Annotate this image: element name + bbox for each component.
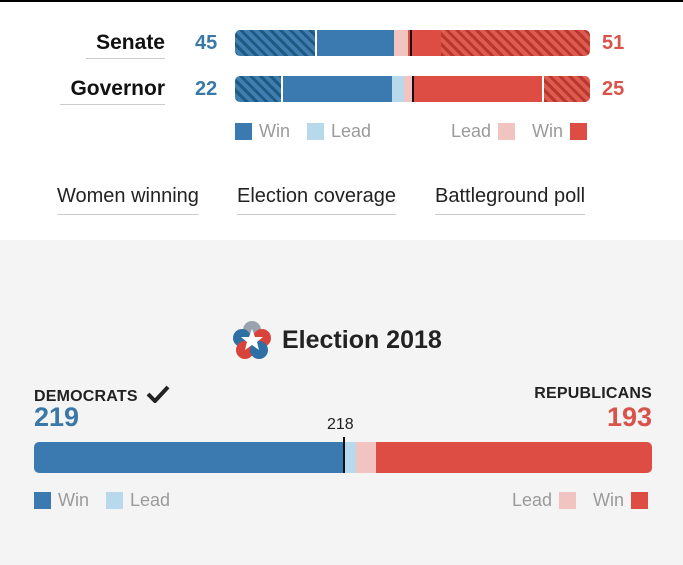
legend-win-label: Win <box>532 121 564 141</box>
rep-lead-swatch <box>559 492 577 509</box>
senate-rep-win <box>408 30 441 56</box>
house-rep-win <box>376 442 652 473</box>
dem-win-swatch <box>235 123 252 140</box>
governor-dem-holdover <box>235 76 281 102</box>
house-rep-lead <box>356 442 376 473</box>
rep-win-swatch <box>631 492 649 509</box>
governor-majority-line <box>412 76 414 102</box>
legend-lead-label: Lead <box>130 490 171 510</box>
legend-lead-label: Lead <box>512 490 553 510</box>
bottom-legend-dem: Win Lead <box>34 490 177 511</box>
dem-lead-swatch <box>307 123 324 140</box>
republicans-label: REPUBLICANS <box>534 385 652 402</box>
senate-dem-win <box>315 30 394 56</box>
top-legend-rep: Lead Win <box>451 121 588 142</box>
top-rule <box>0 0 683 2</box>
legend-win-label: Win <box>58 490 89 510</box>
governor-rep-count: 25 <box>602 78 625 100</box>
democrats-total: 219 <box>34 402 80 432</box>
governor-dem-lead <box>392 76 404 102</box>
rep-lead-swatch <box>498 123 516 140</box>
house-dem-win <box>34 442 344 473</box>
house-panel <box>0 240 683 565</box>
house-dem-lead <box>344 442 356 473</box>
house-majority-line <box>343 437 345 473</box>
senate-bar[interactable] <box>235 30 590 56</box>
election-brand: Election 2018 <box>230 318 442 362</box>
governor-dem-count: 22 <box>195 78 218 100</box>
election-coverage-link[interactable]: Election coverage <box>237 184 396 215</box>
governor-bar[interactable] <box>235 76 590 102</box>
election-logo-icon <box>233 321 271 359</box>
democrats-label: DEMOCRATS <box>34 385 170 406</box>
dem-lead-swatch <box>106 492 123 509</box>
majority-threshold: 218 <box>327 416 354 433</box>
senate-dem-holdover <box>235 30 315 56</box>
governor-dem-win <box>281 76 392 102</box>
legend-lead-label: Lead <box>451 121 492 141</box>
senate-rep-lead <box>394 30 408 56</box>
rep-win-swatch <box>570 123 588 140</box>
bottom-legend-rep: Lead Win <box>512 490 649 511</box>
dem-win-swatch <box>34 492 51 509</box>
governor-rep-lead <box>404 76 414 102</box>
election-title: Election 2018 <box>282 325 442 354</box>
governor-rep-holdover <box>542 76 590 102</box>
battleground-poll-link[interactable]: Battleground poll <box>435 184 586 215</box>
house-bar[interactable] <box>34 442 652 473</box>
senate-rep-count: 51 <box>602 32 625 54</box>
republicans-total: 193 <box>606 402 652 432</box>
senate-majority-line <box>410 30 412 56</box>
legend-win-label: Win <box>259 121 290 141</box>
governor-rep-win <box>414 76 542 102</box>
governor-label[interactable]: Governor <box>60 77 165 105</box>
women-winning-link[interactable]: Women winning <box>57 184 199 215</box>
senate-label[interactable]: Senate <box>86 31 165 59</box>
top-legend-dem: Win Lead <box>235 121 378 142</box>
senate-rep-holdover <box>441 30 590 56</box>
democrats-label-text: DEMOCRATS <box>34 388 138 405</box>
checkmark-icon <box>146 385 170 404</box>
legend-lead-label: Lead <box>331 121 372 141</box>
senate-dem-count: 45 <box>195 32 218 54</box>
legend-win-label: Win <box>593 490 625 510</box>
